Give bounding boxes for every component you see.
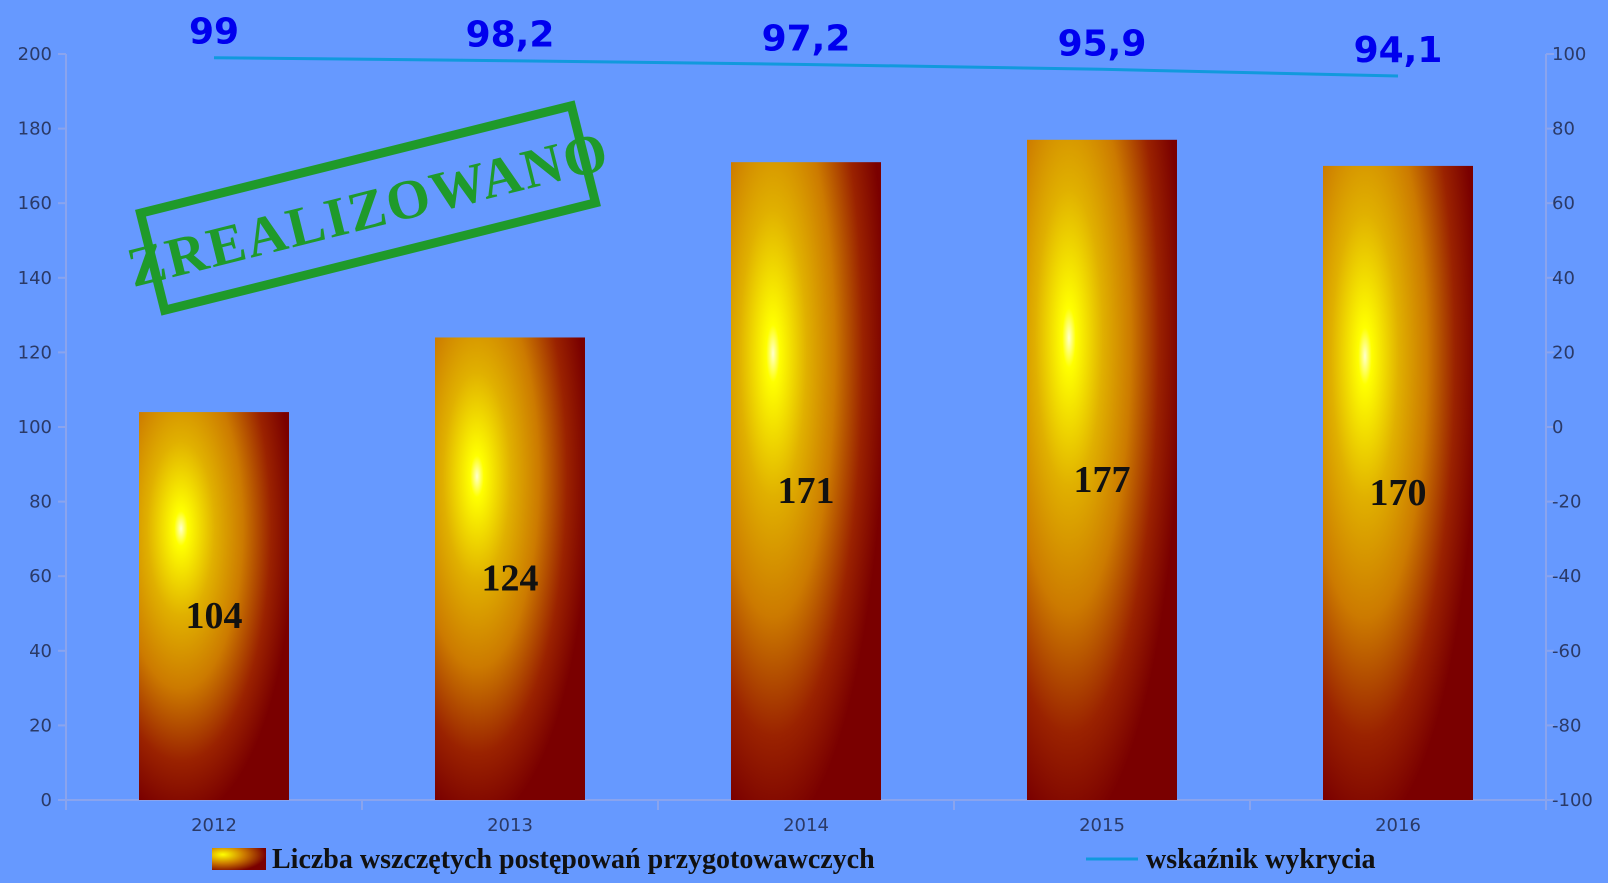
bar [435, 337, 585, 800]
stamp-border-outer [135, 100, 601, 316]
line-value-label: 97,2 [762, 18, 851, 59]
bar [731, 162, 881, 801]
y-left-tick-label: 80 [29, 492, 52, 513]
axes: 020406080100120140160180200-100-80-60-40… [18, 44, 1593, 836]
legend-label-bar: Liczba wszczętych postępowań przygotowaw… [272, 844, 875, 875]
stamp-zrealizowano: ZREALIZOWANO [121, 100, 616, 316]
x-tick-label: 2013 [487, 815, 533, 836]
bars: 104 124 171 177 170 [139, 139, 1473, 801]
y-left-tick-label: 180 [18, 119, 52, 140]
y-right-tick-label: 100 [1552, 44, 1586, 65]
line-value-label: 98,2 [466, 15, 555, 56]
bar-value-label: 124 [482, 558, 539, 600]
legend: Liczba wszczętych postępowań przygotowaw… [212, 844, 1375, 875]
legend-swatch-bar [212, 848, 266, 870]
y-left-tick-label: 100 [18, 417, 52, 438]
line-value-label: 94,1 [1354, 30, 1443, 71]
y-right-tick-label: -20 [1552, 492, 1581, 513]
y-right-tick-label: -40 [1552, 566, 1581, 587]
y-left-tick-label: 0 [41, 790, 52, 811]
bar-value-label: 171 [778, 470, 835, 512]
y-left-tick-label: 120 [18, 342, 52, 363]
y-right-tick-label: 40 [1552, 268, 1575, 289]
y-left-tick-label: 140 [18, 268, 52, 289]
legend-label-line: wskaźnik wykrycia [1146, 844, 1375, 875]
y-right-tick-label: 80 [1552, 119, 1575, 140]
y-right-tick-label: -100 [1552, 790, 1593, 811]
y-left-tick-label: 20 [29, 715, 52, 736]
y-right-tick-label: -60 [1552, 641, 1581, 662]
stamp-text: ZREALIZOWANO [121, 120, 615, 300]
y-left-tick-label: 200 [18, 44, 52, 65]
y-left-tick-label: 40 [29, 641, 52, 662]
line-value-label: 95,9 [1058, 23, 1147, 64]
x-tick-label: 2015 [1079, 815, 1125, 836]
bar [1323, 165, 1473, 800]
bar-value-label: 104 [186, 595, 243, 637]
y-right-tick-label: -80 [1552, 715, 1581, 736]
line-value-label: 99 [189, 12, 239, 53]
x-tick-label: 2016 [1375, 815, 1421, 836]
y-right-tick-label: 60 [1552, 193, 1575, 214]
bar-value-label: 170 [1370, 472, 1427, 514]
bar-value-label: 177 [1074, 459, 1131, 501]
bar [139, 412, 289, 800]
x-tick-label: 2014 [783, 815, 829, 836]
y-left-tick-label: 160 [18, 193, 52, 214]
x-tick-label: 2012 [191, 815, 237, 836]
y-left-tick-label: 60 [29, 566, 52, 587]
y-right-tick-label: 0 [1552, 417, 1563, 438]
bar [1027, 139, 1177, 801]
line-wskaznik-wykrycia [213, 56, 1399, 78]
line-series: 99 98,2 97,2 95,9 94,1 [189, 12, 1443, 78]
y-right-tick-label: 20 [1552, 342, 1575, 363]
